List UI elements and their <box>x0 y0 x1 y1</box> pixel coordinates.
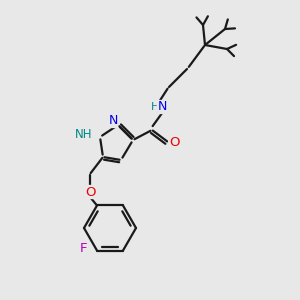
Text: NH: NH <box>74 128 92 142</box>
Text: N: N <box>108 115 118 128</box>
Text: F: F <box>80 242 87 255</box>
Text: N: N <box>157 100 167 113</box>
Text: O: O <box>169 136 179 148</box>
Text: H: H <box>151 102 159 112</box>
Text: O: O <box>85 185 95 199</box>
